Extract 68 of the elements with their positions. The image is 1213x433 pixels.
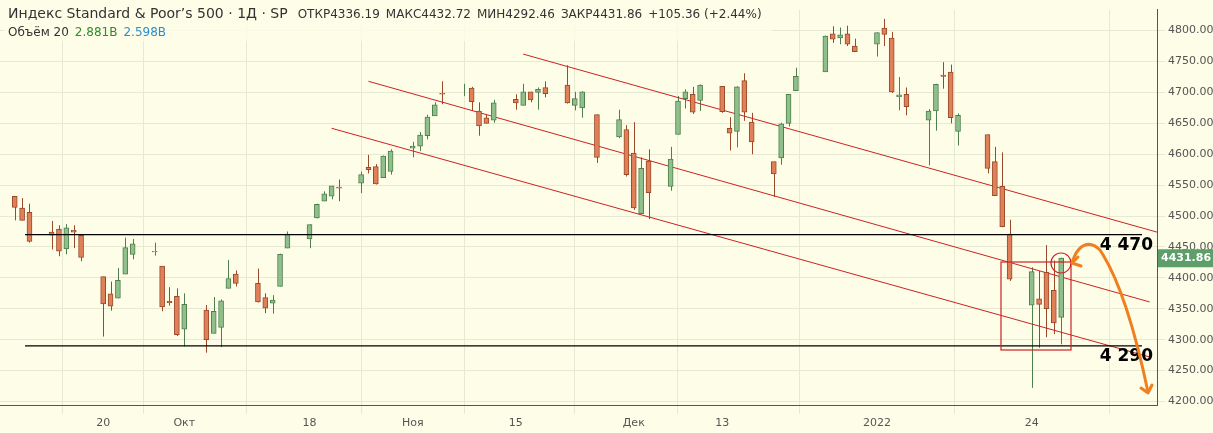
candlestick: [255, 268, 261, 304]
x-tick-label: 24: [1024, 416, 1039, 430]
candlestick: [358, 171, 364, 194]
y-tick-label: 4300.00: [1168, 332, 1213, 346]
candlestick: [151, 242, 158, 257]
candlestick: [78, 233, 84, 262]
candlestick: [535, 86, 541, 111]
candlestick: [689, 86, 696, 115]
candlestick: [697, 83, 703, 112]
x-tick-label: 13: [715, 416, 730, 430]
candlestick: [770, 161, 777, 198]
y-tick-label: 4550.00: [1168, 178, 1213, 191]
candlestick: [682, 88, 689, 109]
y-tick-label: 4500.00: [1168, 208, 1213, 222]
x-tick-label: 2022: [862, 416, 891, 430]
candlestick: [269, 294, 276, 315]
x-tick-label: 18: [302, 416, 317, 430]
candlestick: [940, 61, 947, 90]
x-tick-label: Окт: [173, 416, 196, 430]
candlestick: [56, 224, 62, 257]
annotation: 2.598B: [123, 25, 167, 39]
y-tick-label: 4400.00: [1168, 270, 1213, 284]
annotation: МИН4292.46: [476, 7, 555, 21]
candlestick: [439, 80, 445, 105]
y-tick-label: 4200.00: [1168, 394, 1213, 408]
candlestick: [11, 195, 18, 221]
candlestick: [571, 91, 578, 111]
candlestick: [210, 296, 217, 334]
candlestick: [874, 31, 880, 58]
y-tick-label: 4350.00: [1168, 301, 1213, 315]
candlestick: [115, 267, 121, 299]
candlestick: [70, 224, 77, 249]
annotation: МАКС4432.72: [385, 7, 471, 21]
ref-line-label: 4 470: [1099, 233, 1154, 254]
candlestick: [181, 292, 188, 347]
candlestick: [476, 101, 482, 137]
candlestick: [380, 154, 387, 179]
text: 4431.86: [1161, 251, 1212, 265]
y-tick-label: 4750.00: [1168, 54, 1213, 68]
y-tick-label: 4700.00: [1168, 85, 1213, 99]
annotation: Объём 20: [8, 25, 69, 39]
candlestick: [490, 99, 497, 124]
candlestick: [896, 76, 902, 111]
candlestick: [793, 67, 799, 92]
candlestick: [336, 179, 342, 202]
y-tick-label: 4250.00: [1168, 363, 1213, 377]
candlestick: [579, 90, 586, 119]
candlestick: [417, 131, 423, 152]
candlestick: [63, 223, 70, 255]
candlestick: [616, 109, 622, 139]
annotation: ЗАКР4431.86: [560, 7, 643, 21]
candlestick: [748, 112, 755, 155]
x-tick-label: 20: [96, 416, 111, 430]
annotation: 2.881B: [74, 25, 118, 39]
annotation: ОТКР4336.19: [297, 7, 380, 21]
candlestick: [262, 292, 269, 314]
candlestick: [1036, 270, 1042, 349]
y-tick-label: 4800.00: [1168, 23, 1213, 37]
x-tick-label: Ноя: [401, 416, 424, 430]
x-tick-label: Дек: [622, 416, 646, 430]
y-tick-label: 4650.00: [1168, 116, 1213, 130]
annotation: +105.36 (+2.44%): [648, 7, 762, 21]
y-tick-label: 4600.00: [1168, 147, 1213, 161]
chart-title: Индекс Standard & Poor’s 500 · 1Д · SP: [8, 5, 288, 21]
candlestick: [726, 116, 733, 152]
candlestick: [955, 112, 961, 147]
x-tick-label: 15: [508, 416, 523, 430]
candlestick: [373, 163, 379, 186]
